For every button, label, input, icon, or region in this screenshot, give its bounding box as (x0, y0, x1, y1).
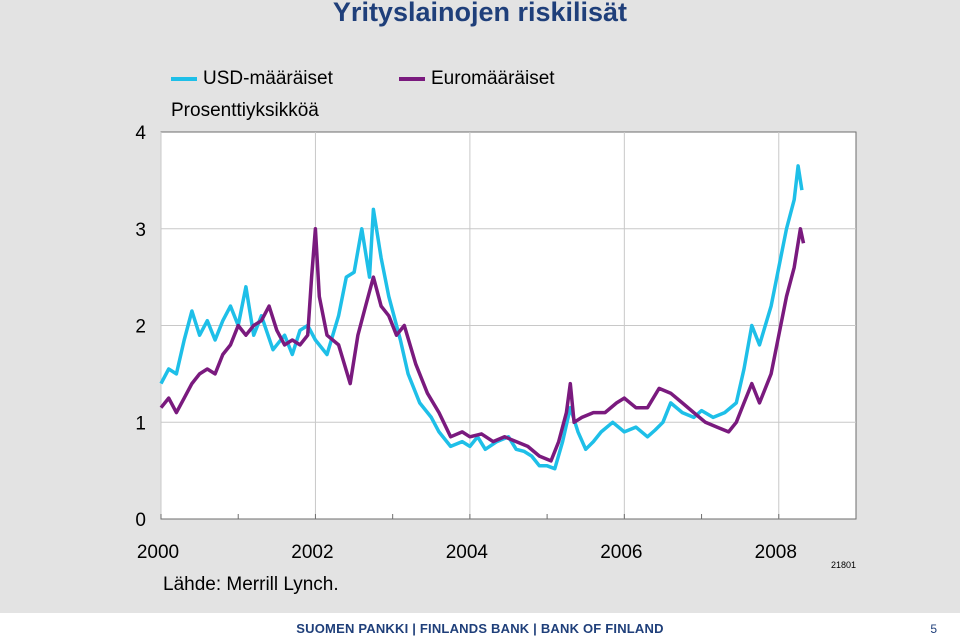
tick-labels: 0 1 2 3 4 2000 2002 2004 2006 2008 (135, 123, 796, 563)
series-lines (159, 164, 806, 471)
legend-item-eur: Euromääräiset (399, 68, 555, 90)
y-tick-label: 0 (135, 510, 146, 531)
x-tick-label: 2002 (291, 542, 333, 563)
y-tick-label: 3 (135, 220, 146, 241)
legend-item-usd: USD-määräiset (171, 68, 333, 90)
x-tick-label: 2006 (600, 542, 642, 563)
series-line-0 (159, 164, 804, 471)
legend-swatch-eur (399, 77, 425, 81)
y-tick-label: 1 (135, 413, 146, 434)
y-tick-label: 4 (135, 123, 146, 144)
footer-text: SUOMEN PANKKI | FINLANDS BANK | BANK OF … (296, 621, 664, 636)
legend-swatch-usd (171, 77, 197, 81)
source-note: Lähde: Merrill Lynch. (163, 574, 339, 595)
footer-bar: SUOMEN PANKKI | FINLANDS BANK | BANK OF … (0, 613, 960, 641)
y-axis-unit-label: Prosenttiyksikköä (171, 100, 319, 121)
legend-label-eur: Euromääräiset (431, 68, 555, 89)
legend-label-usd: USD-määräiset (203, 68, 333, 89)
chart-code: 21801 (831, 560, 857, 570)
x-tick-label: 2004 (446, 542, 489, 563)
y-tick-label: 2 (135, 317, 146, 338)
series-line-1 (159, 227, 806, 463)
x-tick-label: 2008 (755, 542, 797, 563)
slide-title: Yrityslainojen riskilisät (332, 0, 628, 27)
axis-ticks (160, 514, 857, 519)
page-number: 5 (930, 622, 937, 636)
x-tick-label: 2000 (137, 542, 179, 563)
